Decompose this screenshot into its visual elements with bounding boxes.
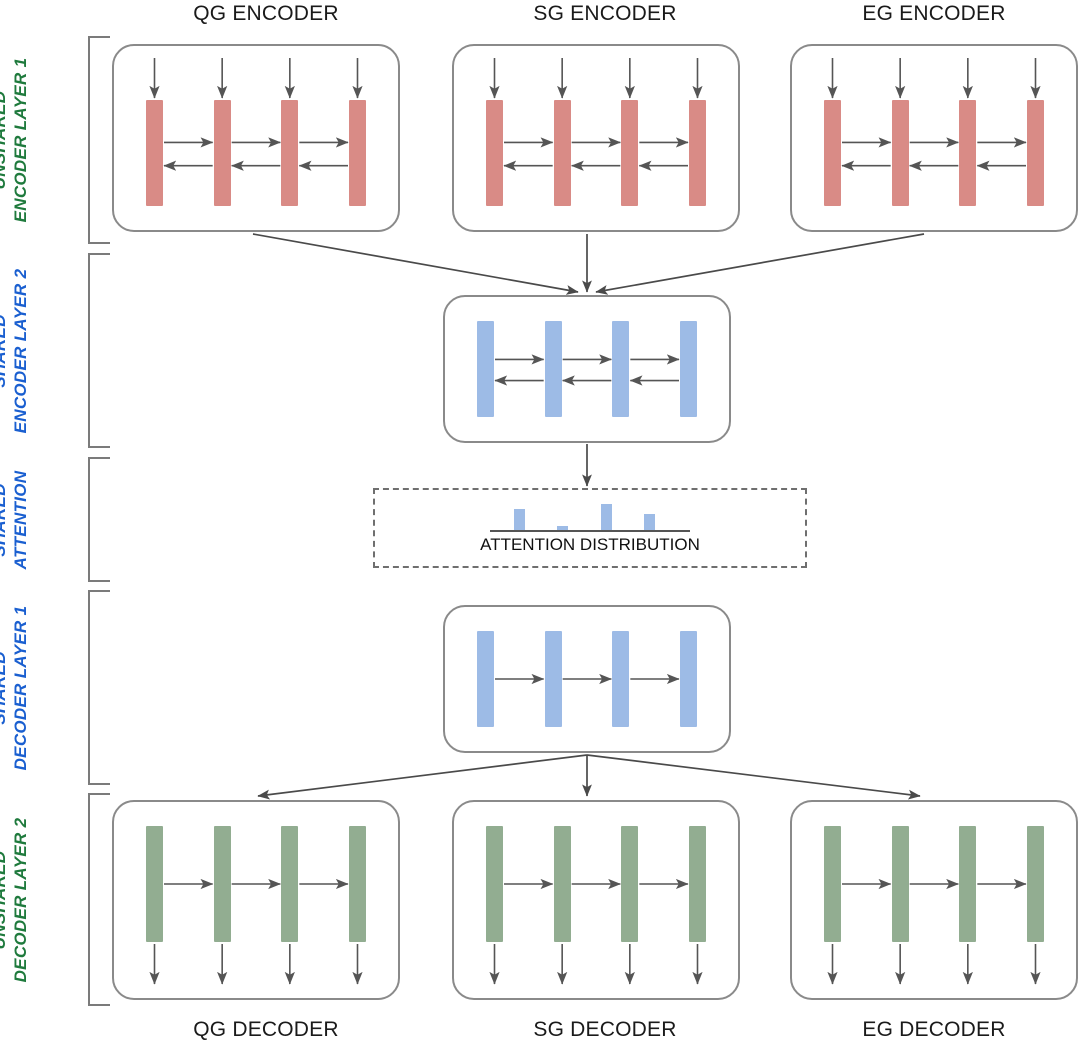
rnn-cell (824, 100, 841, 206)
bracket-unshared-encoder-layer-1 (88, 36, 110, 244)
rnn-cell (553, 826, 571, 942)
rnn-cell (146, 100, 163, 206)
rnn-cell (680, 631, 697, 727)
group-label-layer-shared-attention: ATTENTION (11, 470, 30, 569)
rnn-cell (1027, 100, 1044, 206)
group-label-sharing-unshared-encoder-layer-1: UNSHARED (0, 90, 9, 190)
attention-bar (513, 508, 525, 530)
rnn-cell (544, 631, 562, 727)
attention-bar (600, 504, 612, 530)
group-label-sharing-shared-decoder-layer-1: SHARED (0, 650, 9, 725)
rnn-cell (281, 100, 299, 206)
rnn-cell (612, 631, 630, 727)
group-label-shared-decoder-layer-1: SHARED DECODER LAYER 1 (0, 590, 31, 785)
group-label-sharing-shared-encoder-layer-2: SHARED (0, 313, 9, 388)
bracket-shared-encoder-layer-2 (88, 253, 110, 448)
group-label-unshared-decoder-layer-2: UNSHARED DECODER LAYER 2 (0, 793, 31, 1006)
rnn-cell (213, 826, 231, 942)
group-label-shared-encoder-layer-2: SHARED ENCODER LAYER 2 (0, 253, 31, 448)
group-label-sharing-unshared-decoder-layer-2: UNSHARED (0, 850, 9, 949)
bracket-shared-attention (88, 457, 110, 582)
rnn-cell (146, 826, 163, 942)
rnn-cell (891, 826, 909, 942)
attention-distribution-caption: ATTENTION DISTRIBUTION (480, 535, 700, 554)
rnn-cell (477, 321, 494, 417)
group-label-layer-unshared-encoder-layer-1: ENCODER LAYER 1 (11, 57, 30, 223)
rnn-cell (544, 321, 562, 417)
column-title-sg-decoder: SG DECODER (533, 1018, 677, 1041)
rnn-cell (486, 826, 503, 942)
rnn-cell (612, 321, 630, 417)
rnn-cell (349, 100, 366, 206)
connector-eg-encoder-to-shared (595, 233, 925, 295)
rnn-cell (680, 321, 697, 417)
column-title-sg-encoder: SG ENCODER (533, 2, 677, 25)
rnn-cell (213, 100, 231, 206)
rnn-cell (553, 100, 571, 206)
rnn-cell (689, 100, 706, 206)
connector-qg-encoder-to-shared (252, 233, 579, 295)
attention-bar (557, 526, 569, 530)
group-label-unshared-encoder-layer-1: UNSHARED ENCODER LAYER 1 (0, 36, 31, 244)
rnn-cell (824, 826, 841, 942)
attention-box (373, 488, 807, 568)
group-label-shared-attention: SHARED ATTENTION (0, 457, 31, 582)
group-label-layer-unshared-decoder-layer-2: DECODER LAYER 2 (11, 817, 30, 982)
rnn-cell (349, 826, 366, 942)
group-label-layer-shared-decoder-layer-1: DECODER LAYER 1 (11, 605, 30, 770)
rnn-cell (486, 100, 503, 206)
bracket-shared-decoder-layer-1 (88, 590, 110, 785)
connector-shared-decoder-to-eg (586, 754, 921, 800)
bracket-unshared-decoder-layer-2 (88, 793, 110, 1006)
attention-bar (644, 513, 656, 530)
connector-shared-decoder-to-qg (257, 754, 588, 800)
group-label-sharing-shared-attention: SHARED (0, 482, 9, 557)
column-title-qg-encoder: QG ENCODER (193, 2, 339, 25)
rnn-cell (621, 826, 639, 942)
rnn-cell (477, 631, 494, 727)
group-label-layer-shared-encoder-layer-2: ENCODER LAYER 2 (11, 268, 30, 433)
rnn-cell (1027, 826, 1044, 942)
column-title-qg-decoder: QG DECODER (193, 1018, 339, 1041)
rnn-cell (891, 100, 909, 206)
rnn-cell (281, 826, 299, 942)
rnn-cell (959, 826, 977, 942)
attention-axis (490, 530, 690, 532)
column-title-eg-encoder: EG ENCODER (862, 2, 1006, 25)
rnn-cell (689, 826, 706, 942)
column-title-eg-decoder: EG DECODER (862, 1018, 1006, 1041)
rnn-cell (621, 100, 639, 206)
rnn-cell (959, 100, 977, 206)
